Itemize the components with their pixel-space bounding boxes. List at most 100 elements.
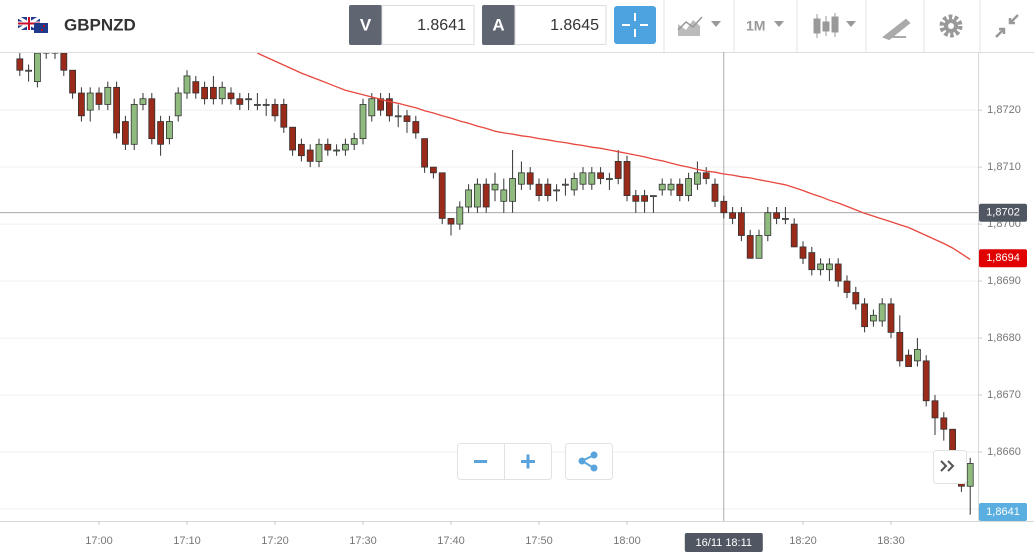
- candle-body: [562, 183, 569, 186]
- candle-body: [289, 126, 297, 151]
- candle-body: [227, 92, 235, 100]
- candle-body: [931, 400, 939, 419]
- crosshair-x-label: 16/11 18:11: [696, 537, 752, 549]
- candle-body: [447, 218, 455, 225]
- price-marker-label: 1,8641: [986, 506, 1020, 518]
- candle-body: [16, 58, 24, 71]
- candle-body: [570, 178, 578, 191]
- candle-body: [606, 178, 613, 180]
- candle-body: [412, 121, 420, 134]
- candle-body: [438, 172, 446, 219]
- candle-body: [491, 183, 499, 191]
- candle-body: [755, 235, 763, 259]
- candle-body: [685, 178, 692, 197]
- candle-body: [966, 463, 974, 487]
- collapse-button[interactable]: [995, 14, 1019, 38]
- x-tick-label: 18:30: [877, 535, 905, 547]
- candle-body: [614, 161, 622, 179]
- candle-body: [183, 75, 191, 94]
- x-tick-label: 17:50: [525, 535, 553, 547]
- candle-body: [826, 263, 833, 271]
- candle-body: [544, 183, 552, 197]
- candle-body: [852, 292, 860, 305]
- candle-body: [253, 104, 261, 106]
- x-tick-label: 17:30: [349, 535, 377, 547]
- candle-body: [914, 349, 921, 362]
- crosshair-y-label: 1,8702: [986, 207, 1020, 219]
- candle-body: [130, 104, 138, 145]
- share-button[interactable]: [565, 443, 613, 480]
- candle-body: [69, 69, 76, 94]
- symbol: GBPNZD: [64, 15, 136, 34]
- chart-type-button[interactable]: [677, 16, 721, 36]
- candle-body: [165, 121, 173, 140]
- candle-body: [482, 183, 490, 208]
- moving-average-line: [257, 53, 971, 260]
- candle-body: [209, 86, 217, 100]
- candle-body: [641, 195, 648, 202]
- candle-body: [650, 195, 657, 198]
- candle-body: [95, 92, 103, 105]
- candle-body: [359, 104, 367, 140]
- y-tick-label: 1,8690: [987, 275, 1021, 287]
- candle-body: [148, 98, 156, 140]
- candle-body: [799, 246, 807, 259]
- candle-body: [306, 149, 314, 162]
- candle-body: [878, 303, 886, 322]
- candle-body: [808, 252, 816, 271]
- candle-body: [773, 212, 780, 219]
- candle-body: [922, 360, 930, 402]
- candle-body: [341, 143, 349, 151]
- candle-body: [949, 428, 956, 453]
- candle-body: [473, 183, 481, 208]
- candle-body: [315, 143, 323, 162]
- scroll-to-end-button[interactable]: [933, 450, 967, 484]
- candle-body: [333, 149, 341, 152]
- candle-body: [456, 206, 464, 225]
- price-marker: [979, 249, 1027, 268]
- candle-body: [86, 92, 94, 111]
- candle-body: [500, 189, 508, 202]
- candle-body: [78, 92, 85, 117]
- candle-body: [553, 189, 560, 192]
- x-tick-label: 18:00: [613, 535, 641, 547]
- crosshair-button[interactable]: [614, 6, 656, 44]
- candle-body: [104, 86, 112, 105]
- timeframe-button[interactable]: 1M: [746, 18, 784, 34]
- candle-body: [658, 183, 666, 191]
- buy-button[interactable]: A 1.8645: [482, 5, 607, 45]
- buy-price: 1.8645: [550, 17, 599, 34]
- candle-body: [280, 104, 288, 128]
- candle-body: [702, 172, 710, 179]
- candle-body: [870, 314, 877, 322]
- candle-body: [746, 235, 754, 259]
- x-tick-label: 17:10: [173, 535, 201, 547]
- candle-body: [905, 354, 912, 367]
- x-tick-label: 17:20: [261, 535, 289, 547]
- candle-body: [394, 115, 402, 118]
- candle-type-button[interactable]: [813, 13, 856, 38]
- candle-body: [535, 183, 543, 197]
- candle-body: [368, 98, 376, 117]
- candle-body: [465, 189, 473, 208]
- candle-body: [192, 81, 200, 94]
- settings-button[interactable]: [939, 14, 963, 38]
- price-marker: [979, 503, 1027, 521]
- buy-label: A: [492, 15, 504, 34]
- sell-button[interactable]: V 1.8641: [349, 5, 475, 45]
- candle-body: [509, 178, 517, 202]
- candle-body: [518, 172, 525, 185]
- candle-body: [676, 183, 684, 197]
- drawing-tools-button[interactable]: [882, 18, 911, 41]
- crosshair-y-label-box: [979, 203, 1027, 222]
- y-tick-label: 1,8660: [987, 446, 1021, 458]
- candle-body: [729, 212, 736, 219]
- x-tick-label: 18:20: [789, 535, 817, 547]
- candle-body: [34, 53, 41, 83]
- candle-body: [51, 53, 59, 54]
- zoom-in-button[interactable]: [521, 454, 535, 469]
- y-tick-label: 1,8710: [987, 161, 1021, 173]
- candle-body: [174, 92, 182, 117]
